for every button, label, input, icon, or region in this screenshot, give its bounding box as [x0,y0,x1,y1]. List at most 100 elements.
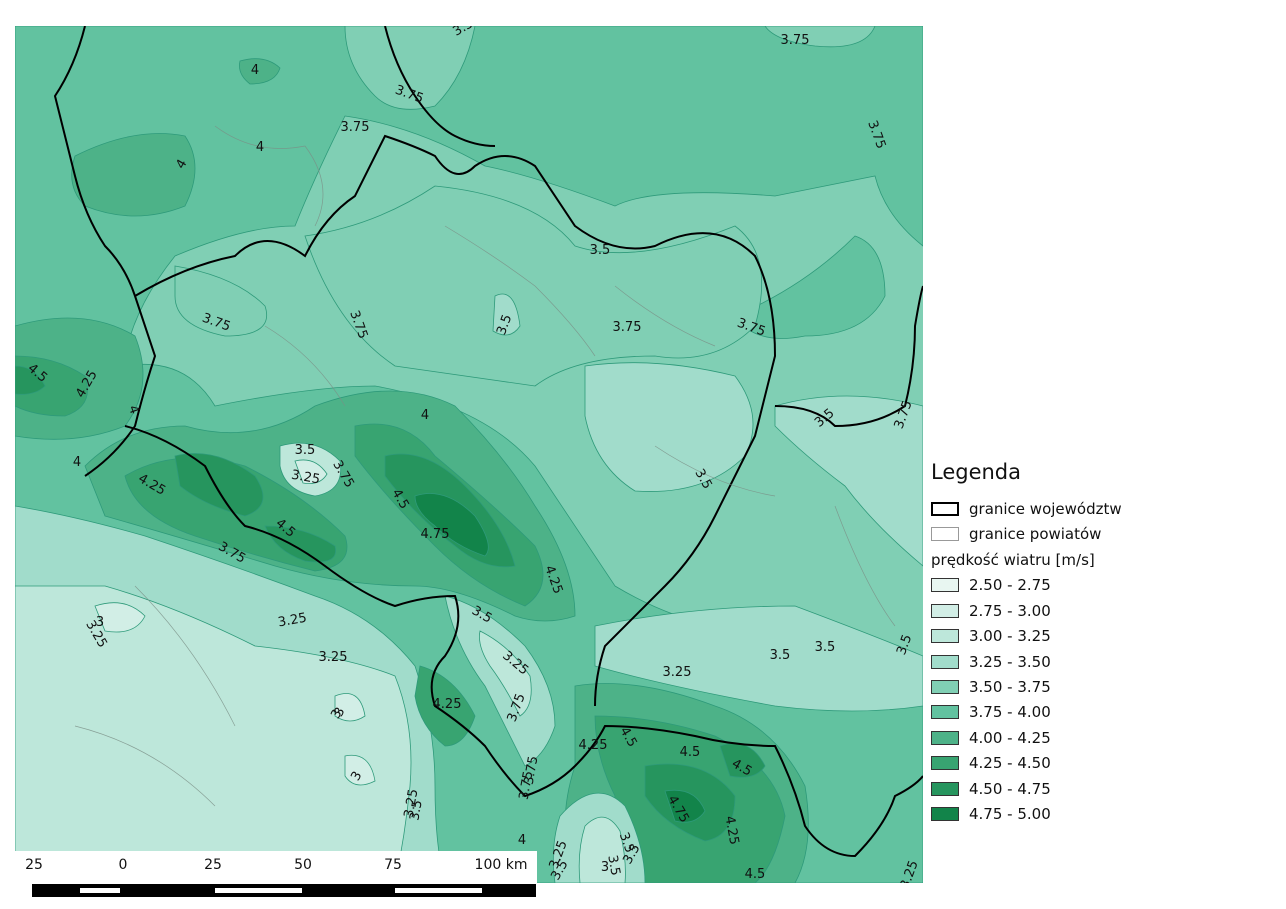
contour-label: 3.25 [663,665,692,680]
legend-swatch [931,654,959,669]
contour-label: 3.75 [522,755,542,786]
wind-zone-3.50-3.75 [764,26,876,48]
legend-label: 2.50 - 2.75 [969,576,1051,595]
legend-label: 3.00 - 3.25 [969,627,1051,646]
contour-label: 3.5 [815,640,836,655]
contour-label: 3 [601,860,609,875]
legend-label: 4.75 - 5.00 [969,804,1051,823]
legend-item-wind-class: 4.50 - 4.75 [931,776,1171,801]
voivodeship-boundary [774,285,923,428]
contour-label: 3.5 [494,313,515,338]
wind-zone-4.50-4.75 [174,453,264,517]
legend-label: 4.25 - 4.50 [969,754,1051,773]
wind-zone-2.75-3.00 [294,459,328,484]
contour-label: 3.5 [894,633,915,658]
scale-label: 25 [204,857,222,873]
contour-label: 4.75 [421,527,450,542]
wind-zone-3.25-3.50 [594,605,923,712]
contour-label: 4.5 [745,867,766,882]
legend-classes: 2.50 - 2.75 2.75 - 3.00 3.00 - 3.25 3.25 - … [931,573,1171,827]
legend-swatch [931,806,959,821]
legend-label: 4.50 - 4.75 [969,779,1051,798]
contour-label: 3.5 [590,243,611,258]
scale-label: 0 [118,857,128,873]
wind-zone-4.50-4.75 [264,525,337,563]
wind-zone-4.50-4.75 [15,365,46,395]
legend-label: granice powiatów [969,525,1102,544]
legend-label: granice województw [969,499,1122,518]
voivodeship-boundary [53,26,157,477]
scale-bar-segment [395,888,482,893]
contour-label: 3.5 [616,831,637,856]
legend-title: Legenda [931,460,1022,484]
contour-label: 3.25 [290,468,321,488]
map-legend: Legenda granice województw granice powia… [931,460,1171,827]
wind-zone-4.75-5.00 [664,789,706,823]
legend-label: 3.75 - 4.00 [969,703,1051,722]
wind-zone-2.75-3.00 [334,693,366,722]
wind-zone-3.25-3.50 [774,395,923,567]
contour-label: 4 [421,408,429,423]
scale-label: 50 [294,857,312,873]
legend-swatch [931,680,959,695]
legend-item-district: granice powiatów [931,521,1171,546]
contour-label: 3.25 [319,650,348,665]
legend-item-wind-class: 4.75 - 5.00 [931,801,1171,826]
wind-zone-4.00-4.25 [84,390,576,622]
contour-label: 3.5 [604,854,622,877]
contour-label: 4.5 [680,745,701,760]
contour-label: 3 [96,615,104,630]
legend-item-wind-class: 2.75 - 3.00 [931,598,1171,623]
voivodeship-boundary [384,26,496,147]
contour-label: 3.75 [341,120,370,135]
legend-label: 2.75 - 3.00 [969,601,1051,620]
legend-swatch [931,756,959,771]
contour-label: 4.25 [433,697,462,712]
contour-label: 4.25 [579,738,608,753]
contour-label: 3.5 [295,443,316,458]
wind-zone-4.00-4.25 [239,58,281,85]
contour-label: 3.5 [770,648,791,663]
scale-bar-segment [215,888,302,893]
contour-label: 3.75 [517,770,537,801]
legend-item-wind-class: 4.00 - 4.25 [931,725,1171,750]
legend-swatch [931,730,959,745]
legend-subtitle: prędkość wiatru [m/s] [931,550,1095,569]
scale-label: 100 km [474,857,528,873]
wind-speed-map[interactable]: 3.5 3.75 3.75 3.75 3.75 4 4 4 3.75 3.5 3.5 3.75 3.75… [15,26,923,883]
contour-label: 4.25 [722,815,742,846]
contour-label: 3.25 [402,788,422,819]
wind-zone-3.00-3.25 [578,816,626,883]
wind-zone-3.00-3.25 [15,585,412,883]
wind-zone-2.75-3.00 [344,754,376,786]
legend-item-wind-class: 3.75 - 4.00 [931,700,1171,725]
scale-bar: 25 0 25 50 75 100 km [15,851,537,905]
contour-label: 3.25 [277,611,308,631]
legend-item-wind-class: 3.25 - 3.50 [931,649,1171,674]
wind-zone-2.75-3.00 [94,602,146,633]
legend-swatch [931,629,959,644]
legend-swatch [931,578,959,593]
legend-item-wind-class: 3.00 - 3.25 [931,624,1171,649]
contour-label: 3.75 [613,320,642,335]
scale-label: 75 [384,857,402,873]
legend-swatch [931,603,959,618]
wind-zone-3.75-4.00 [15,26,923,357]
legend-label: 4.00 - 4.25 [969,728,1051,747]
legend-swatch [931,705,959,720]
contour-label: 4 [256,140,264,155]
contour-label: 3.5 [407,799,425,822]
contour-label: 4 [518,833,526,848]
scale-bar-graphic [32,884,536,897]
district-boundaries [74,125,896,807]
voivodeship-boundary [124,425,923,858]
legend-swatch [931,501,959,516]
scale-bar-segment [80,888,120,893]
legend-label: 3.25 - 3.50 [969,652,1051,671]
legend-item-voivodeship: granice województw [931,496,1171,521]
legend-swatch [931,781,959,796]
wind-zone-3.25-3.50 [492,293,521,336]
contour-label: 3.75 [781,33,810,48]
wind-zone-3.50-3.75 [344,26,476,110]
